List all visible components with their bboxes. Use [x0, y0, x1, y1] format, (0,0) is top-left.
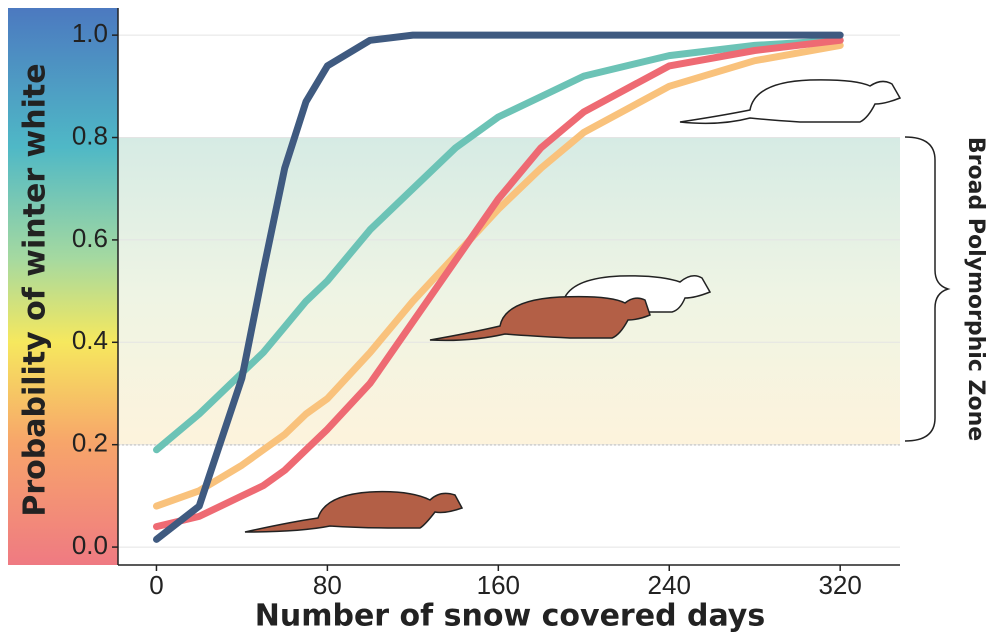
chart: 0.0 0.2 0.4 0.6 0.8 1.0 0 80 160 240 320 Number of… — [0, 0, 1003, 639]
y-tick-label: 0.6 — [72, 223, 108, 253]
y-tick-label: 0.2 — [72, 428, 108, 458]
x-tick-label: 160 — [477, 570, 520, 600]
x-tick-label: 240 — [648, 570, 691, 600]
x-tick-label: 320 — [818, 570, 861, 600]
page: {"chart_data": { "type": "line", "x_labe… — [0, 0, 1003, 639]
y-axis-title: Probability of winter white — [18, 63, 53, 516]
y-tick-label: 0.8 — [72, 120, 108, 150]
y-tick-label: 0.0 — [72, 530, 108, 560]
x-tick-label: 80 — [313, 570, 342, 600]
weasel-brown-low — [245, 492, 462, 532]
y-tick-label: 1.0 — [72, 18, 108, 48]
x-axis-title: Number of snow covered days — [255, 599, 765, 634]
weasel-white-high — [680, 80, 900, 123]
brace — [905, 137, 948, 441]
x-tick-label: 0 — [149, 570, 163, 600]
y-tick-label: 0.4 — [72, 325, 108, 355]
zone-annotation: Broad Polymorphic Zone — [963, 137, 988, 441]
